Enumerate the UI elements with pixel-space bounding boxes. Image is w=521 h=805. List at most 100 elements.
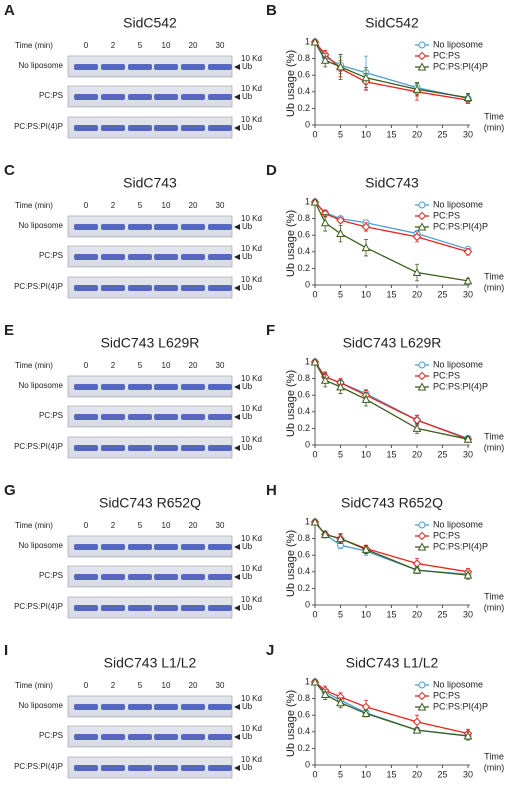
y-tick-label: 0.8 [297,533,310,543]
gel-band [74,285,98,291]
gel-band [74,704,98,710]
x-tick-label: 5 [338,769,343,779]
legend-label: No liposome [433,199,483,209]
x-tick-label: 20 [412,609,422,619]
y-axis-label: Ub usage (%) [285,530,297,597]
data-point [361,243,371,252]
gel-band [154,254,178,260]
band-label: Ub [242,702,253,711]
band-arrow [234,605,240,611]
x-tick-label: 0 [312,449,317,459]
panel-letter: H [266,482,277,499]
gel-band [128,254,152,260]
gel-band [181,704,205,710]
gel-band [181,94,205,100]
gel-band [128,544,152,550]
data-point [412,232,422,242]
legend-label: PC:PS:PI(4)P [433,381,488,391]
band-arrow [234,224,240,230]
gel-band [181,765,205,771]
y-axis-label: Ub usage (%) [285,210,297,277]
gel-band [208,574,232,580]
y-tick-label: 0.4 [297,86,310,96]
data-point [310,677,320,686]
y-tick-label: 1 [305,196,310,206]
gel-band [74,224,98,230]
gel-band [181,574,205,580]
data-point [310,357,320,366]
x-tick-label: 10 [361,769,371,779]
band-arrow [234,414,240,420]
time-value: 30 [216,521,225,530]
x-tick-label: 0 [312,769,317,779]
data-point [418,681,426,689]
y-axis-label: Ub usage (%) [285,50,297,117]
data-point [336,534,345,543]
data-point [320,218,330,227]
legend-label: PC:PS [433,370,460,380]
time-value: 10 [162,201,171,210]
row-label: No liposome [19,221,64,230]
x-axis-label: (min) [484,122,505,132]
y-tick-label: 0 [305,439,310,449]
data-point [412,84,422,93]
gel-band [208,734,232,740]
y-tick-label: 0.8 [297,213,310,223]
size-marker: 10 Kd [241,694,262,703]
data-point [417,542,427,551]
x-tick-label: 0 [312,129,317,139]
gel-band [74,734,98,740]
chart-title: SidC542 [365,15,419,31]
size-marker: 10 Kd [241,534,262,543]
gel-band [154,734,178,740]
panel-letter: E [4,322,14,339]
x-tick-label: 10 [361,129,371,139]
data-point [310,197,320,206]
x-tick-label: 0 [312,289,317,299]
y-tick-label: 1 [305,36,310,46]
legend-label: No liposome [433,519,483,529]
gel-band [208,285,232,291]
data-point [320,55,330,64]
row-label: No liposome [19,61,64,70]
size-marker: 10 Kd [241,435,262,444]
y-tick-label: 0.2 [297,103,310,113]
legend-label: No liposome [433,679,483,689]
y-tick-label: 0.6 [297,70,310,80]
band-label: Ub [242,412,253,421]
data-point [418,41,426,49]
x-tick-label: 25 [437,129,447,139]
size-marker: 10 Kd [241,595,262,604]
gel-band [74,64,98,70]
data-point [336,382,345,391]
size-marker: 10 Kd [241,404,262,413]
gel-band [208,64,232,70]
band-label: Ub [242,252,253,261]
x-tick-label: 20 [412,129,422,139]
gel-band [208,704,232,710]
time-value: 5 [138,41,143,50]
gel-band [74,125,98,131]
y-tick-label: 0 [305,279,310,289]
x-tick-label: 10 [361,449,371,459]
gel-band [101,224,125,230]
time-value: 30 [216,681,225,690]
y-tick-label: 0.4 [297,566,310,576]
time-value: 0 [84,681,89,690]
y-tick-label: 0.4 [297,406,310,416]
x-tick-label: 10 [361,289,371,299]
gel-band [181,224,205,230]
data-point [361,544,371,553]
gel-band [154,224,178,230]
band-label: Ub [242,62,253,71]
band-arrow [234,445,240,451]
panel-letter: A [4,2,15,19]
gel-band [128,94,152,100]
y-tick-label: 0 [305,599,310,609]
time-label: Time (min) [15,681,53,690]
x-tick-label: 25 [437,609,447,619]
gel-band [128,765,152,771]
data-point [412,423,422,432]
band-label: Ub [242,283,253,292]
band-label: Ub [242,92,253,101]
